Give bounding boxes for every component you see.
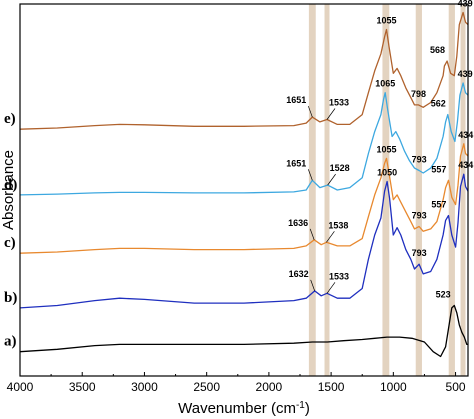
peak-label-b-1533: 1533 — [329, 271, 349, 281]
trace-e — [19, 11, 469, 130]
peak-label-e-1055: 1055 — [376, 16, 396, 26]
peak-leader-d-1651 — [307, 169, 313, 181]
peak-leader-e-1533 — [326, 108, 336, 120]
highlight-band-3 — [415, 4, 422, 376]
x-axis-title-superscript: -1 — [296, 400, 305, 411]
peak-label-e-798: 798 — [411, 89, 426, 99]
highlight-band-5 — [460, 4, 466, 376]
peak-leader-c-1538 — [326, 231, 335, 243]
peak-label-d-439: 439 — [458, 69, 473, 79]
peak-leader-e-1651 — [307, 105, 313, 118]
peak-label-d-793: 793 — [412, 155, 427, 165]
x-axis-tick-labels: 4000 3500 3000 2500 2000 1500 1000 500 — [7, 380, 466, 394]
x-axis-title: Wavenumber (cm-1) — [178, 400, 310, 418]
x-axis-title-close: ) — [305, 400, 310, 417]
peak-label-c-1538: 1538 — [328, 220, 348, 230]
x-axis-ticks — [19, 372, 457, 376]
peak-leader-d-1528 — [327, 173, 336, 186]
x-tick-label-1000: 1000 — [380, 380, 407, 394]
x-tick-label-4000: 4000 — [7, 380, 34, 394]
peak-leader-c-1636 — [309, 228, 315, 240]
x-tick-label-3000: 3000 — [131, 380, 158, 394]
trace-b — [19, 173, 469, 309]
peak-label-b-557: 557 — [431, 200, 446, 210]
x-tick-label-3500: 3500 — [69, 380, 96, 394]
peak-leader-b-1533 — [326, 282, 336, 294]
peak-label-d-562: 562 — [431, 99, 446, 109]
peak-leader-lines — [307, 105, 336, 294]
peak-label-c-1055: 1055 — [376, 144, 396, 154]
peak-label-b-434: 434 — [458, 160, 473, 170]
highlight-band-2 — [382, 4, 390, 376]
x-axis-title-main: Wavenumber (cm — [178, 400, 296, 417]
peak-label-b-793: 793 — [412, 248, 427, 258]
peak-label-a-523: 523 — [436, 289, 451, 299]
peak-leader-b-1632 — [310, 279, 316, 292]
highlight-band-4 — [448, 4, 455, 376]
trace-labels: a) b) c) d) e) — [4, 111, 17, 349]
peak-label-e-1651: 1651 — [286, 95, 306, 105]
highlight-band-0 — [308, 4, 316, 376]
trace-label-a: a) — [4, 334, 17, 350]
peak-label-c-557: 557 — [431, 164, 446, 174]
spectra-traces — [19, 11, 469, 358]
trace-a — [19, 304, 468, 358]
trace-label-d: d) — [4, 177, 17, 193]
peak-label-d-1065: 1065 — [375, 79, 395, 89]
peak-labels: 523 1632 1533 1050 793 557 434 1636 1538 1055 793 5… — [286, 0, 473, 299]
y-axis-title: Absorbance — [0, 150, 17, 230]
x-tick-label-1500: 1500 — [318, 380, 345, 394]
highlight-band-1 — [324, 4, 330, 376]
peak-label-e-568: 568 — [430, 45, 445, 55]
peak-label-d-1651: 1651 — [286, 158, 306, 168]
x-tick-label-2000: 2000 — [256, 380, 283, 394]
x-tick-label-2500: 2500 — [193, 380, 220, 394]
trace-label-c: c) — [4, 235, 16, 251]
peak-label-c-1636: 1636 — [288, 218, 308, 228]
trace-c — [19, 143, 469, 254]
highlight-bands — [308, 4, 466, 376]
peak-label-c-793: 793 — [412, 210, 427, 220]
peak-label-d-1528: 1528 — [330, 163, 350, 173]
trace-label-b: b) — [4, 290, 17, 306]
peak-label-b-1050: 1050 — [377, 167, 397, 177]
peak-label-c-434: 434 — [458, 130, 473, 140]
trace-d — [19, 82, 469, 196]
plot-frame — [19, 3, 469, 377]
peak-label-b-1632: 1632 — [289, 269, 309, 279]
peak-label-e-1533: 1533 — [329, 97, 349, 107]
x-tick-label-500: 500 — [446, 380, 466, 394]
trace-label-e: e) — [4, 111, 16, 127]
